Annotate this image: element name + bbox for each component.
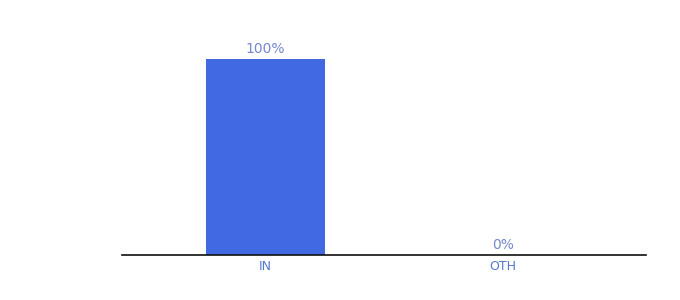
Text: 100%: 100% [245,42,285,56]
Bar [205,59,325,255]
Text: 0%: 0% [492,238,514,252]
